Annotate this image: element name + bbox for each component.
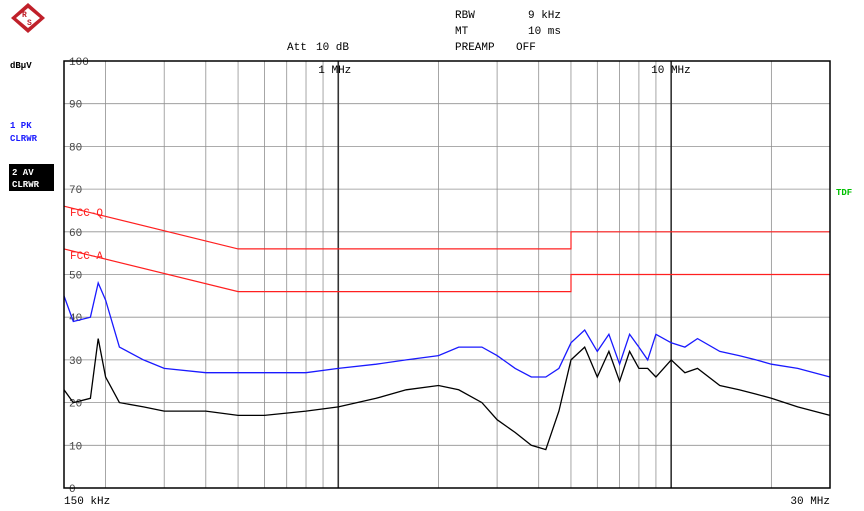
svg-text:R: R <box>22 11 27 20</box>
y-tick-label: 80 <box>69 142 82 154</box>
y-tick-label: 70 <box>69 185 82 197</box>
trace-line <box>63 338 831 451</box>
mt-label: MT <box>455 26 469 38</box>
trace1-mode: CLRWR <box>10 134 38 144</box>
y-tick-label: 90 <box>69 100 82 112</box>
limit-line <box>63 248 830 293</box>
att-label: Att <box>287 42 307 54</box>
preamp-label: PREAMP <box>455 42 495 54</box>
rbw-label: RBW <box>455 10 475 22</box>
preamp-value: OFF <box>516 42 536 54</box>
x-tick-labels: 1 MHz 10 MHz 150 kHz 30 MHz <box>64 65 830 508</box>
plot-frame <box>63 60 831 489</box>
trace2-label: 2 AV <box>12 168 34 178</box>
trace-line <box>63 280 831 378</box>
mt-value: 10 ms <box>528 26 561 38</box>
limit-line <box>63 205 830 250</box>
x-tick-label: 10 MHz <box>651 65 691 77</box>
x-tick-label: 1 MHz <box>318 65 351 77</box>
traces <box>63 280 831 451</box>
y-tick-label: 10 <box>69 441 82 453</box>
unit-label: dBµV <box>10 61 32 71</box>
trace2-badge <box>9 164 54 191</box>
limit-line-label: FCC-Q <box>70 208 103 220</box>
trace1-label: 1 PK <box>10 121 32 131</box>
y-tick-label: 50 <box>69 271 82 283</box>
tdf-label: TDF <box>836 188 852 198</box>
brand-logo: R S <box>11 3 45 33</box>
limit-line-label: FCC-A <box>70 251 103 263</box>
y-tick-label: 60 <box>69 228 82 240</box>
rbw-value: 9 kHz <box>528 10 561 22</box>
limit-lines: FCC-Q FCC-A <box>63 205 830 293</box>
y-tick-label: 30 <box>69 356 82 368</box>
trace2-mode: CLRWR <box>12 180 40 190</box>
att-value: 10 dB <box>316 42 349 54</box>
svg-text:S: S <box>27 19 32 28</box>
y-tick-label: 40 <box>69 313 82 325</box>
x-tick-label: 150 kHz <box>64 496 110 508</box>
x-tick-label: 30 MHz <box>790 496 830 508</box>
y-tick-label: 0 <box>69 484 76 496</box>
y-tick-label: 100 <box>69 57 89 69</box>
